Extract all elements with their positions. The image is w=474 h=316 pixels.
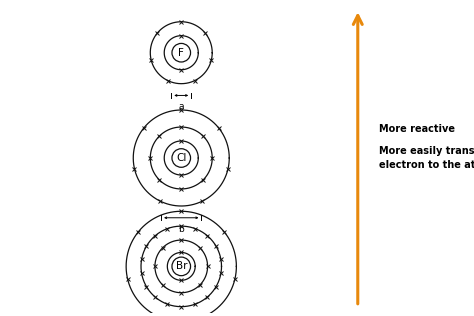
- Text: Cl: Cl: [176, 153, 186, 163]
- Circle shape: [172, 43, 191, 62]
- Text: b: b: [178, 225, 184, 234]
- Text: More easily transfer an
electron to the atom: More easily transfer an electron to the …: [379, 146, 474, 170]
- Text: F: F: [178, 48, 184, 58]
- Circle shape: [172, 149, 191, 167]
- Text: More reactive: More reactive: [379, 124, 455, 134]
- Text: a: a: [179, 102, 184, 111]
- Circle shape: [172, 257, 191, 276]
- Text: Br: Br: [175, 261, 187, 271]
